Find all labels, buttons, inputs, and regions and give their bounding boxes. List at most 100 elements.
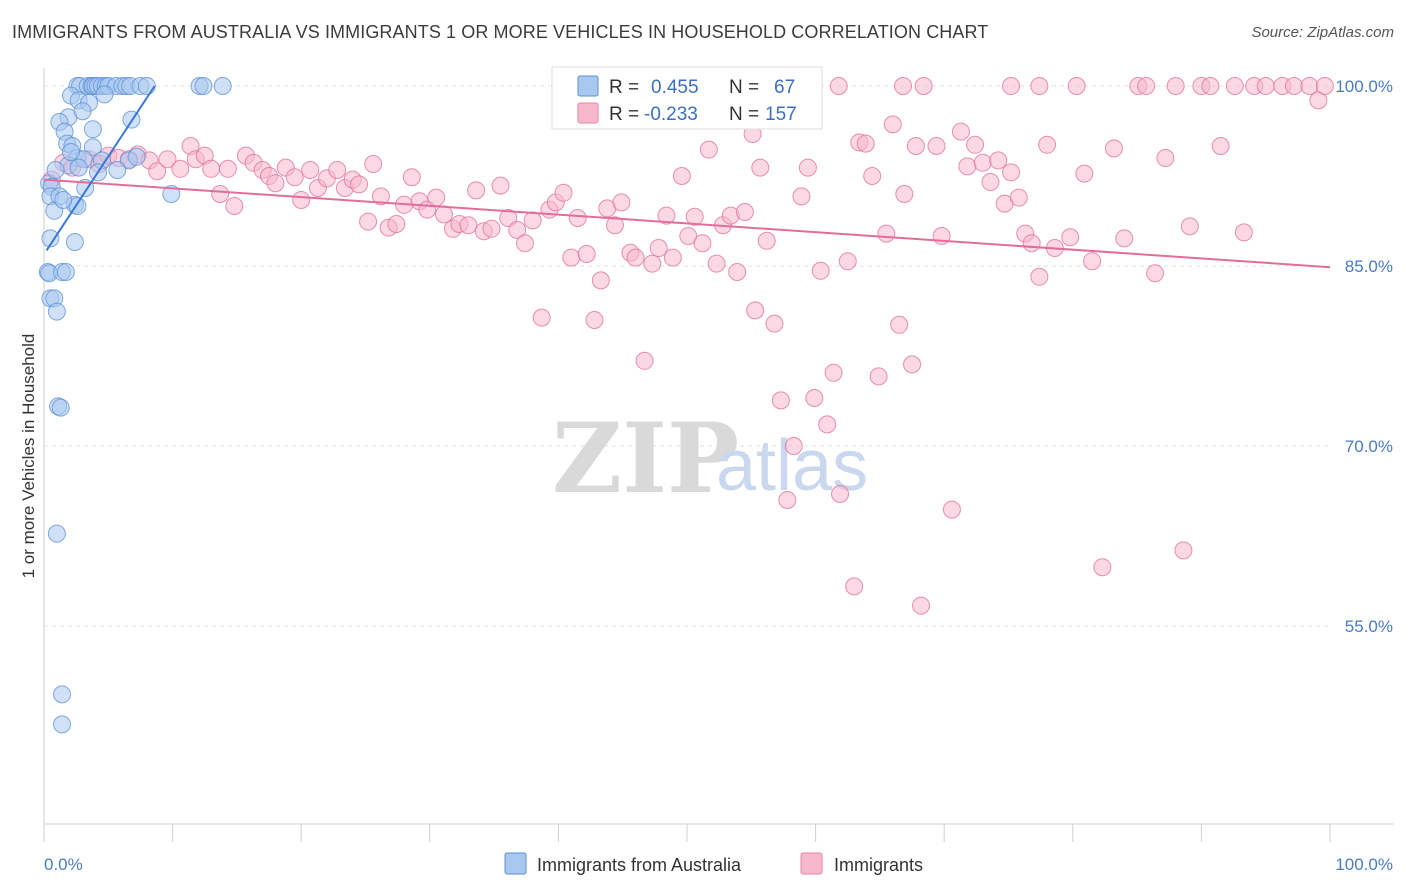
legend-r-value-1: 0.455 [651, 77, 699, 98]
immigrants-point [894, 77, 913, 95]
trend-lines [43, 85, 1331, 269]
immigrants-point [211, 185, 230, 203]
immigrants-point [735, 203, 754, 221]
immigrants-point [1083, 252, 1102, 271]
immigrants-point [1284, 77, 1303, 95]
immigrants-point [1225, 77, 1244, 95]
bottom-legend-label-1: Immigrants from Australia [537, 855, 742, 875]
immigrants-point [746, 301, 765, 320]
immigrants-point [532, 308, 551, 327]
immigrants-point [757, 231, 776, 250]
immigrants-point [914, 77, 933, 95]
immigrants-point [699, 140, 718, 159]
immigrants-point [427, 188, 446, 207]
y-tick-labels: 100.0% 85.0% 70.0% 55.0% [1335, 77, 1393, 636]
immigrants-point [863, 167, 882, 185]
immigrants-point [951, 122, 970, 141]
legend-swatch-blue [577, 75, 599, 97]
australia-point [95, 85, 114, 104]
immigrants-point [568, 209, 587, 227]
immigrants-point [989, 151, 1008, 170]
immigrants-point [643, 254, 662, 273]
immigrants-point [778, 491, 797, 509]
immigrants-point [523, 211, 542, 230]
immigrants-point [1009, 188, 1028, 207]
immigrants-point [482, 219, 501, 238]
legend-r-label-1: R = [609, 77, 639, 98]
immigrants-point [1067, 77, 1086, 95]
y-axis-label: 1 or more Vehicles in Household [19, 334, 38, 579]
immigrants-point [1256, 77, 1275, 95]
immigrants-point [838, 252, 857, 271]
immigrants-point [824, 363, 843, 382]
immigrants-point [845, 577, 864, 596]
chart-title: IMMIGRANTS FROM AUSTRALIA VS IMMIGRANTS … [12, 22, 989, 42]
australia-point [213, 77, 232, 95]
australia-point [53, 685, 72, 704]
australia-point [62, 143, 81, 161]
immigrants-point [467, 181, 486, 200]
immigrants-point [903, 355, 922, 374]
australia-trendline [45, 85, 156, 251]
immigrants-point [765, 314, 784, 333]
australia-point [53, 715, 72, 734]
immigrants-point [1061, 228, 1080, 247]
immigrants-point [158, 150, 177, 169]
immigrants-point [371, 187, 390, 206]
x-tick-label: 100.0% [1335, 855, 1393, 874]
immigrants-point [1030, 77, 1049, 95]
immigrants-point [1022, 234, 1041, 253]
immigrants-point [1115, 229, 1134, 248]
immigrants-point [225, 197, 244, 215]
immigrants-point [679, 227, 698, 245]
bottom-legend-label-2: Immigrants [834, 855, 923, 875]
immigrants-point [784, 437, 803, 455]
australia-point [47, 524, 66, 543]
series-immigrants [42, 77, 1334, 615]
immigrants-point [693, 234, 712, 253]
immigrants-point [728, 263, 747, 281]
immigrants-point [1180, 217, 1199, 236]
immigrants-point [981, 173, 1000, 191]
immigrants-point [148, 162, 167, 181]
immigrants-point [1030, 267, 1049, 286]
immigrants-point [1234, 223, 1253, 242]
australia-point [56, 263, 75, 281]
immigrants-point [301, 161, 320, 179]
australia-point [46, 161, 65, 179]
immigrants-point [635, 351, 654, 370]
y-tick-label: 85.0% [1345, 257, 1393, 276]
y-tick-label: 55.0% [1345, 617, 1393, 636]
australia-point [127, 147, 146, 166]
immigrants-point [1174, 541, 1193, 560]
immigrants-point [856, 134, 875, 153]
immigrants-point [515, 234, 534, 253]
y-tick-label: 70.0% [1345, 437, 1393, 456]
immigrants-point [1002, 163, 1021, 182]
legend-r-label-2: R = [609, 104, 639, 125]
immigrants-point [811, 261, 830, 280]
immigrants-point [387, 215, 406, 233]
immigrants-point [771, 391, 790, 410]
immigrants-point [672, 167, 691, 185]
legend-n-value-1: 67 [774, 77, 795, 98]
australia-point [73, 102, 92, 121]
watermark-zip: ZIP [552, 402, 739, 515]
x-tick-label: 0.0% [44, 855, 83, 874]
immigrants-point [350, 175, 369, 194]
immigrants-point [266, 174, 285, 193]
immigrants-point [1104, 139, 1123, 158]
immigrants-point [1166, 77, 1185, 95]
immigrants-point [1201, 77, 1220, 95]
immigrants-point [508, 221, 527, 239]
immigrants-point [685, 207, 704, 226]
immigrants-point [1038, 135, 1057, 154]
immigrants-point [657, 206, 676, 225]
australia-point [69, 158, 88, 177]
australia-point [41, 229, 60, 248]
gridlines [44, 85, 1330, 627]
immigrants-point [499, 209, 518, 227]
australia-point [162, 185, 181, 203]
immigrants-point [459, 216, 478, 235]
legend-swatch-pink [577, 102, 599, 124]
